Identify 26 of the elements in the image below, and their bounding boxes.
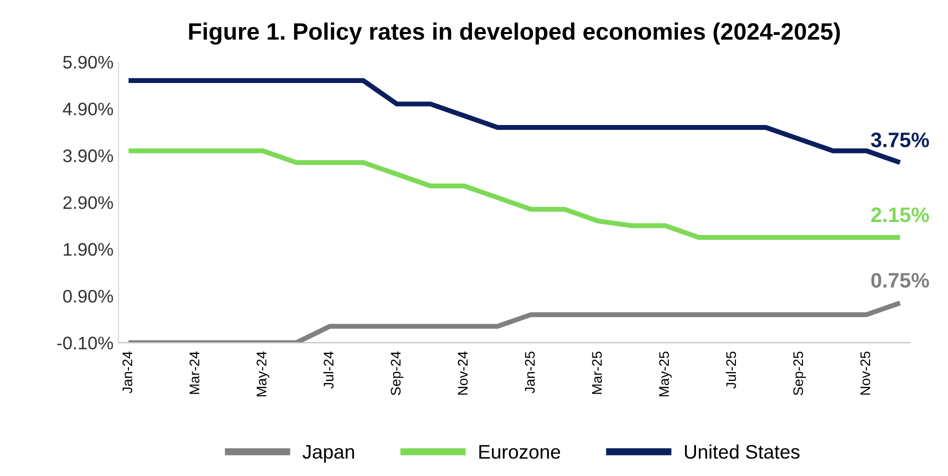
- data-label: 3.75%: [870, 132, 930, 148]
- legend-label: Eurozone: [479, 445, 560, 459]
- x-tick-label: Mar-24: [190, 351, 200, 394]
- x-tick-label: Nov-24: [458, 351, 468, 395]
- x-tick-label: May-24: [256, 351, 270, 396]
- y-tick-label: 4.90%: [62, 102, 113, 116]
- y-tick-label: -0.10%: [57, 336, 113, 350]
- y-tick-label: 5.90%: [63, 56, 113, 69]
- x-tick-label: Jan-24: [122, 351, 132, 394]
- x-tick-label: Jan-25: [524, 352, 535, 394]
- x-tick-label: May-25: [659, 352, 672, 396]
- data-label: 0.75%: [871, 272, 930, 288]
- x-tick-label: Nov-25: [860, 352, 870, 395]
- y-tick-label: 2.90%: [63, 196, 113, 210]
- chart-title: Figure 1. Policy rates in developed economies (2024-2025): [189, 22, 840, 45]
- legend-label: United States: [684, 444, 800, 459]
- y-tick-label: 1.90%: [64, 243, 113, 256]
- x-tick-label: Mar-25: [592, 352, 602, 394]
- y-tick-label: 3.90%: [63, 149, 113, 162]
- y-tick-label: 0.90%: [63, 290, 113, 303]
- x-tick-label: Sep-24: [390, 351, 404, 396]
- x-tick-label: Sep-25: [793, 352, 806, 396]
- x-tick-label: Jul-25: [726, 352, 736, 389]
- x-tick-label: Jul-24: [323, 351, 334, 389]
- data-label: 2.15%: [871, 207, 930, 222]
- legend-label: Japan: [302, 445, 354, 463]
